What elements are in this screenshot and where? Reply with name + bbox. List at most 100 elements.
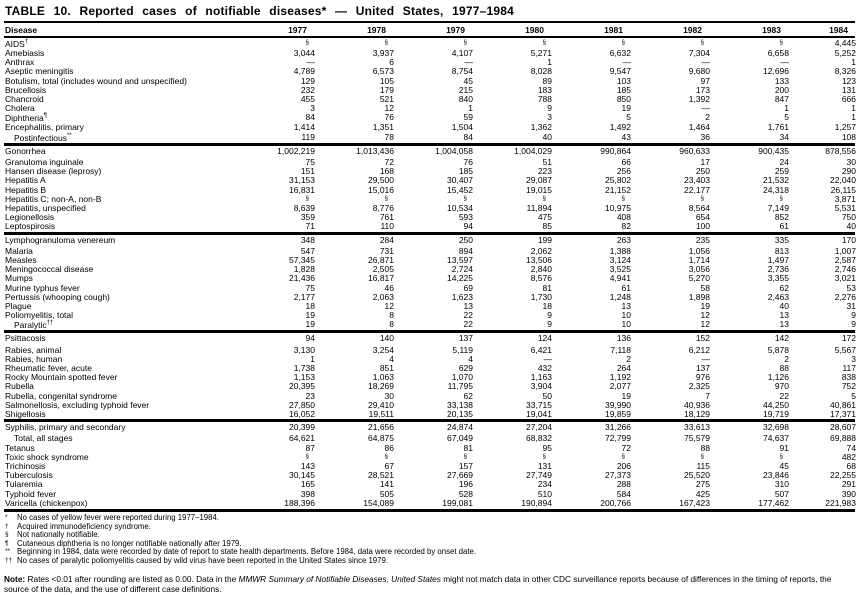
table-row: Aseptic meningitis 4,789 6,573 8,754 8,028 9,… [4,66,856,77]
case-count: 666 [841,94,856,105]
disease-name: Legionellosis [4,213,236,222]
case-count: 2,840 [530,264,552,275]
case-count: 97 [700,75,710,86]
case-count: 2,062 [530,245,552,256]
table-row: Hepatitis C; non-A, non-B § § § § § § § 3,871 [4,194,856,204]
disease-label: Aseptic meningitis [5,66,74,77]
case-count: 976 [695,372,710,383]
case-count: 878,556 [825,145,856,156]
case-count: — [306,57,316,68]
not-notifiable-marker: § [305,40,309,46]
footnote-marker: ** [66,132,72,139]
case-count: 475 [537,212,552,223]
case-count: 27,850 [289,399,315,410]
case-count: 1,392 [688,94,710,105]
case-count: 6,421 [530,344,552,355]
case-count: 284 [379,234,394,245]
case-count: 7 [705,390,710,401]
case-count: 18,269 [368,381,394,392]
disease-label: Botulism, total (includes wound and unsp… [5,75,187,86]
case-count: 3,904 [530,381,552,392]
case-count: 12,696 [763,66,789,77]
case-count: 3,525 [609,264,631,275]
case-count: 547 [300,245,315,256]
case-count: 19,015 [526,184,552,195]
case-count: 19 [621,390,631,401]
case-count: 167,423 [679,497,710,508]
table-row: Pertussis (whooping cough) 2,177 2,063 1,62… [4,291,856,302]
case-count: 1,192 [609,372,631,383]
case-count: 30,145 [289,470,315,481]
disease-name: Anthrax [4,58,236,67]
case-count: 8,576 [530,273,552,284]
table-row: Toxic shock syndrome § § § § § § § 482 [4,451,856,462]
case-count: 2,463 [767,291,789,302]
case-count: 11,795 [447,381,473,392]
disease-name: Plague [4,301,236,311]
case-count: — [780,57,790,68]
case-count: 61 [779,221,789,232]
case-count: 4 [389,353,394,364]
disease-label: Typhoid fever [5,488,57,499]
case-count: 84 [463,131,473,142]
disease-label: Rocky Mountain spotted fever [5,372,118,383]
case-count: 154,089 [363,497,394,508]
disease-name: Syphilis, primary and secondary [4,423,236,432]
disease-label: Murine typhus fever [5,282,80,293]
case-count: 290 [841,166,856,177]
case-count: 20,399 [289,422,315,433]
table-header-row: Disease 1977 1978 1979 1980 1981 1982 1983 1984 [4,23,855,38]
case-count: 5,567 [834,344,856,355]
table-row: Varicella (chickenpox) 188,396 154,089 199,… [4,497,856,508]
not-notifiable-marker: § [700,195,704,202]
case-count: 200,766 [600,497,631,508]
case-count: 58 [700,282,710,293]
case-count: 23,403 [684,175,710,186]
not-notifiable-marker: § [621,195,625,202]
case-count: 9 [547,103,552,114]
case-count: 27,749 [526,470,552,481]
column-header-year: 1978 [367,25,386,35]
disease-name: Murine typhus fever [4,282,236,293]
case-count: 26,115 [830,184,856,195]
disease-label: Poliomyelitis, total [5,310,74,321]
case-count: 3 [547,112,552,123]
table-row: AIDS† § § § § § § § 4,445 [4,38,856,49]
case-count: 18 [305,300,315,311]
case-count: 5,252 [834,48,856,59]
case-count: 593 [458,212,473,223]
case-count: 33,613 [684,422,710,433]
not-notifiable-marker: § [542,40,546,46]
case-count: 3,044 [293,48,315,59]
case-count: 215 [458,84,473,95]
footnote-symbol: † [5,522,9,530]
case-count: 13 [621,300,631,311]
footnote: § Not nationally notifiable. [4,531,855,540]
disease-label: Granuloma inguinale [5,156,84,167]
case-count: 19,859 [605,409,631,420]
case-count: 12 [384,103,394,114]
disease-name: Varicella (chickenpox) [4,498,236,508]
disease-name: AIDS† [4,39,236,49]
case-count: 3,124 [609,254,631,265]
case-count: 196 [458,479,473,490]
case-count: 76 [463,156,473,167]
case-count: 505 [379,488,394,499]
case-count: 33,138 [447,399,473,410]
disease-label: Toxic shock syndrome [5,451,89,462]
disease-label: Brucellosis [5,84,47,95]
case-count: 44,250 [763,399,789,410]
case-count: 1,828 [293,264,315,275]
case-count: 21,436 [289,273,315,284]
case-count: 5 [784,112,789,123]
case-count: 61 [621,282,631,293]
case-count: 100 [695,221,710,232]
case-count: 250 [695,166,710,177]
case-count: 30,407 [447,175,473,186]
disease-name: Mumps [4,274,236,283]
case-count: 13 [779,310,789,321]
disease-name: Encephalitis, primary [4,123,236,132]
case-count: 9 [851,310,856,321]
disease-label: Diphtheria [5,113,44,124]
footnote-symbol: †† [5,557,13,565]
